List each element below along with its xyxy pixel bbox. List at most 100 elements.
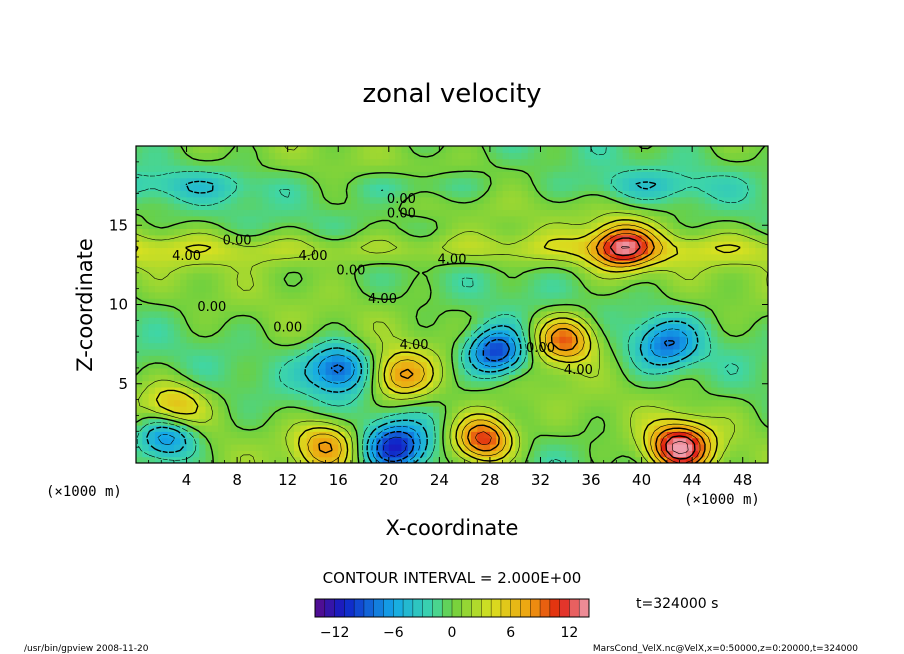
field-cell xyxy=(527,260,535,268)
field-cell xyxy=(692,450,700,458)
field-cell xyxy=(344,291,352,299)
field-cell xyxy=(628,412,636,420)
field-cell xyxy=(704,171,712,179)
field-cell xyxy=(445,329,453,337)
field-cell xyxy=(218,177,226,185)
field-cell xyxy=(243,190,251,198)
field-cell xyxy=(218,260,226,268)
field-cell xyxy=(489,437,497,445)
field-cell xyxy=(357,272,365,280)
field-cell xyxy=(262,437,270,445)
field-cell xyxy=(527,272,535,280)
field-cell xyxy=(256,437,263,445)
field-cell xyxy=(350,234,358,242)
field-cell xyxy=(704,298,712,306)
field-cell xyxy=(148,361,156,369)
field-cell xyxy=(711,203,719,210)
field-cell xyxy=(572,310,579,318)
field-cell xyxy=(325,456,333,463)
field-cell xyxy=(647,190,655,198)
field-cell xyxy=(262,171,270,179)
field-cell xyxy=(357,165,365,172)
field-cell xyxy=(148,431,156,439)
field-cell xyxy=(660,431,668,439)
field-cell xyxy=(673,228,681,236)
field-cell xyxy=(433,279,440,287)
field-cell xyxy=(325,158,333,166)
field-cell xyxy=(742,450,750,458)
field-cell xyxy=(635,285,643,293)
field-cell xyxy=(755,443,763,451)
field-cell xyxy=(464,412,472,420)
field-cell xyxy=(603,437,611,445)
field-cell xyxy=(584,146,592,153)
field-cell xyxy=(470,165,478,172)
field-cell xyxy=(540,412,548,420)
field-cell xyxy=(268,317,276,325)
field-cell xyxy=(717,412,725,420)
field-cell xyxy=(534,203,542,210)
field-cell xyxy=(559,158,567,166)
field-cell xyxy=(173,266,181,274)
field-cell xyxy=(388,437,396,445)
field-cell xyxy=(622,285,630,293)
field-cell xyxy=(673,323,681,331)
field-cell xyxy=(167,361,175,369)
field-cell xyxy=(262,310,270,318)
field-cell xyxy=(136,437,143,445)
field-cell xyxy=(382,374,390,382)
field-cell xyxy=(647,323,655,331)
field-cell xyxy=(578,190,586,198)
field-cell xyxy=(433,323,440,331)
field-cell xyxy=(338,310,346,318)
field-cell xyxy=(755,399,763,407)
field-cell xyxy=(685,304,693,312)
field-cell xyxy=(312,386,320,394)
field-cell xyxy=(622,222,630,230)
field-cell xyxy=(294,380,301,388)
field-cell xyxy=(717,443,725,451)
field-cell xyxy=(243,304,251,312)
field-cell xyxy=(281,329,289,337)
field-cell xyxy=(685,348,693,356)
field-cell xyxy=(515,215,523,223)
field-cell xyxy=(287,329,295,337)
field-cell xyxy=(515,177,523,185)
field-cell xyxy=(742,272,750,280)
field-cell xyxy=(287,228,295,236)
field-cell xyxy=(698,412,706,420)
field-cell xyxy=(477,393,485,401)
field-cell xyxy=(660,209,668,217)
field-cell xyxy=(224,260,232,268)
field-cell xyxy=(376,380,384,388)
field-cell xyxy=(357,184,365,191)
field-cell xyxy=(572,431,579,439)
field-cell xyxy=(470,336,478,344)
field-cell xyxy=(199,241,207,249)
field-cell xyxy=(534,234,542,242)
field-cell xyxy=(527,367,535,375)
field-cell xyxy=(256,329,263,337)
field-cell xyxy=(761,405,768,413)
field-cell xyxy=(496,190,504,198)
field-cell xyxy=(312,418,320,426)
field-cell xyxy=(281,196,289,204)
field-cell xyxy=(578,209,586,217)
field-cell xyxy=(445,266,453,274)
field-cell xyxy=(730,443,737,451)
field-cell xyxy=(338,380,346,388)
field-cell xyxy=(730,171,737,179)
field-cell xyxy=(369,152,377,160)
field-cell xyxy=(376,272,384,280)
field-cell xyxy=(249,196,257,204)
field-cell xyxy=(243,386,251,394)
field-cell xyxy=(470,158,478,166)
field-cell xyxy=(622,323,630,331)
field-cell xyxy=(287,367,295,375)
field-cell xyxy=(192,203,200,210)
field-cell xyxy=(325,215,333,223)
field-cell xyxy=(641,171,649,179)
field-cell xyxy=(496,450,504,458)
field-cell xyxy=(218,361,226,369)
